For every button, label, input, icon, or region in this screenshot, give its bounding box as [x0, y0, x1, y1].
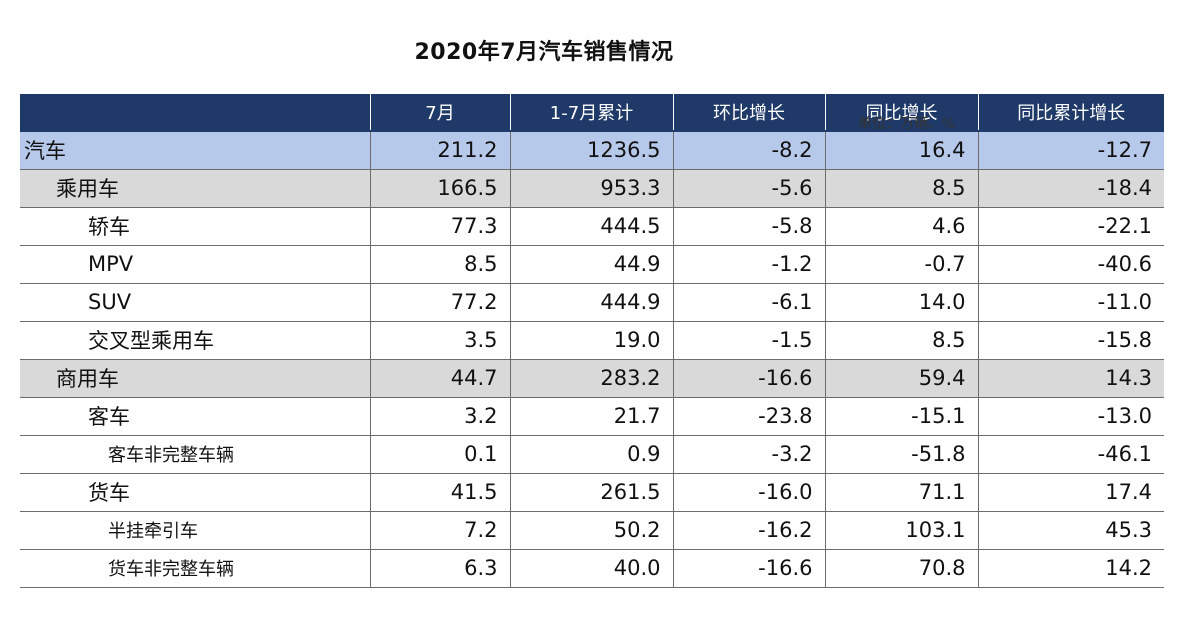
row-label: 货车非完整车辆	[20, 549, 370, 588]
row-label: 商用车	[20, 359, 370, 398]
july-value: 3.2	[369, 397, 510, 436]
table-row: MPV 8.5 44.9 -1.2 -0.7 -40.6	[20, 245, 1164, 284]
row-label: SUV	[20, 283, 370, 322]
table-row: 客车非完整车辆 0.1 0.9 -3.2 -51.8 -46.1	[20, 435, 1164, 474]
mom-growth: -5.8	[672, 207, 825, 246]
row-label: 货车	[20, 473, 370, 512]
row-label: 乘用车	[20, 169, 370, 208]
row-label: 客车	[20, 397, 370, 436]
ytd-value: 50.2	[509, 511, 673, 550]
yoy-growth: 59.4	[824, 359, 978, 398]
ytd-value: 1236.5	[509, 131, 673, 170]
ytd-value: 444.9	[509, 283, 673, 322]
sales-table: 7月 1-7月累计 环比增长 同比增长 同比累计增长 汽车 211.2 1236.5…	[20, 94, 1164, 588]
ytd-yoy-growth: -22.1	[977, 207, 1164, 246]
table-header-row: 7月 1-7月累计 环比增长 同比增长 同比累计增长	[20, 94, 1164, 132]
table-row: 汽车 211.2 1236.5 -8.2 16.4 -12.7	[20, 131, 1164, 170]
yoy-growth: 4.6	[824, 207, 978, 246]
ytd-value: 21.7	[509, 397, 673, 436]
row-label: 交叉型乘用车	[20, 321, 370, 360]
july-value: 166.5	[369, 169, 510, 208]
mom-growth: -3.2	[672, 435, 825, 474]
mom-growth: -1.5	[672, 321, 825, 360]
header-ytd-yoy: 同比累计增长	[977, 94, 1164, 132]
july-value: 6.3	[369, 549, 510, 588]
table-row: SUV 77.2 444.9 -6.1 14.0 -11.0	[20, 283, 1164, 322]
ytd-yoy-growth: -46.1	[977, 435, 1164, 474]
mom-growth: -23.8	[672, 397, 825, 436]
mom-growth: -6.1	[672, 283, 825, 322]
header-yoy: 同比增长	[824, 94, 978, 132]
table-row: 客车 3.2 21.7 -23.8 -15.1 -13.0	[20, 397, 1164, 436]
ytd-value: 953.3	[509, 169, 673, 208]
july-value: 211.2	[369, 131, 510, 170]
row-label: MPV	[20, 245, 370, 284]
ytd-value: 40.0	[509, 549, 673, 588]
row-label: 半挂牵引车	[20, 511, 370, 550]
july-value: 8.5	[369, 245, 510, 284]
july-value: 77.2	[369, 283, 510, 322]
yoy-growth: -51.8	[824, 435, 978, 474]
table-body: 汽车 211.2 1236.5 -8.2 16.4 -12.7 乘用车 166.5 953.3-…	[20, 131, 1164, 588]
july-value: 0.1	[369, 435, 510, 474]
table-row: 货车 41.5 261.5 -16.0 71.1 17.4	[20, 473, 1164, 512]
mom-growth: -8.2	[672, 131, 825, 170]
header-category	[20, 94, 370, 132]
july-value: 77.3	[369, 207, 510, 246]
ytd-yoy-growth: -18.4	[977, 169, 1164, 208]
table-row: 半挂牵引车 7.2 50.2 -16.2 103.1 45.3	[20, 511, 1164, 550]
table-row: 乘用车 166.5 953.3 -5.6 8.5 -18.4	[20, 169, 1164, 208]
july-value: 3.5	[369, 321, 510, 360]
page-title: 2020年7月汽车销售情况	[414, 40, 674, 65]
ytd-value: 44.9	[509, 245, 673, 284]
july-value: 44.7	[369, 359, 510, 398]
ytd-value: 19.0	[509, 321, 673, 360]
row-label: 汽车	[20, 131, 370, 170]
mom-growth: -16.6	[672, 549, 825, 588]
ytd-yoy-growth: -40.6	[977, 245, 1164, 284]
yoy-growth: 103.1	[824, 511, 978, 550]
header-ytd: 1-7月累计	[509, 94, 673, 132]
table-row: 商用车 44.7 283.2 -16.6 59.4 14.3	[20, 359, 1164, 398]
yoy-growth: 71.1	[824, 473, 978, 512]
yoy-growth: -0.7	[824, 245, 978, 284]
unit-note: 单位：万辆、%	[858, 116, 956, 132]
table-row: 交叉型乘用车 3.5 19.0 -1.5 8.5 -15.8	[20, 321, 1164, 360]
ytd-yoy-growth: 14.2	[977, 549, 1164, 588]
ytd-yoy-growth: -13.0	[977, 397, 1164, 436]
yoy-growth: 8.5	[824, 169, 978, 208]
mom-growth: -1.2	[672, 245, 825, 284]
mom-growth: -5.6	[672, 169, 825, 208]
july-value: 41.5	[369, 473, 510, 512]
yoy-growth: -15.1	[824, 397, 978, 436]
mom-growth: -16.6	[672, 359, 825, 398]
ytd-yoy-growth: 17.4	[977, 473, 1164, 512]
july-value: 7.2	[369, 511, 510, 550]
ytd-value: 0.9	[509, 435, 673, 474]
yoy-growth: 16.4	[824, 131, 978, 170]
ytd-yoy-growth: 45.3	[977, 511, 1164, 550]
row-label: 轿车	[20, 207, 370, 246]
header-july: 7月	[369, 94, 510, 132]
yoy-growth: 14.0	[824, 283, 978, 322]
ytd-value: 261.5	[509, 473, 673, 512]
table-row: 轿车 77.3 444.5 -5.8 4.6 -22.1	[20, 207, 1164, 246]
mom-growth: -16.0	[672, 473, 825, 512]
table-row: 货车非完整车辆 6.3 40.0 -16.6 70.8 14.2	[20, 549, 1164, 588]
ytd-yoy-growth: -15.8	[977, 321, 1164, 360]
ytd-yoy-growth: -12.7	[977, 131, 1164, 170]
row-label: 客车非完整车辆	[20, 435, 370, 474]
ytd-yoy-growth: -11.0	[977, 283, 1164, 322]
yoy-growth: 8.5	[824, 321, 978, 360]
ytd-value: 283.2	[509, 359, 673, 398]
yoy-growth: 70.8	[824, 549, 978, 588]
ytd-value: 444.5	[509, 207, 673, 246]
ytd-yoy-growth: 14.3	[977, 359, 1164, 398]
header-mom: 环比增长	[672, 94, 825, 132]
mom-growth: -16.2	[672, 511, 825, 550]
